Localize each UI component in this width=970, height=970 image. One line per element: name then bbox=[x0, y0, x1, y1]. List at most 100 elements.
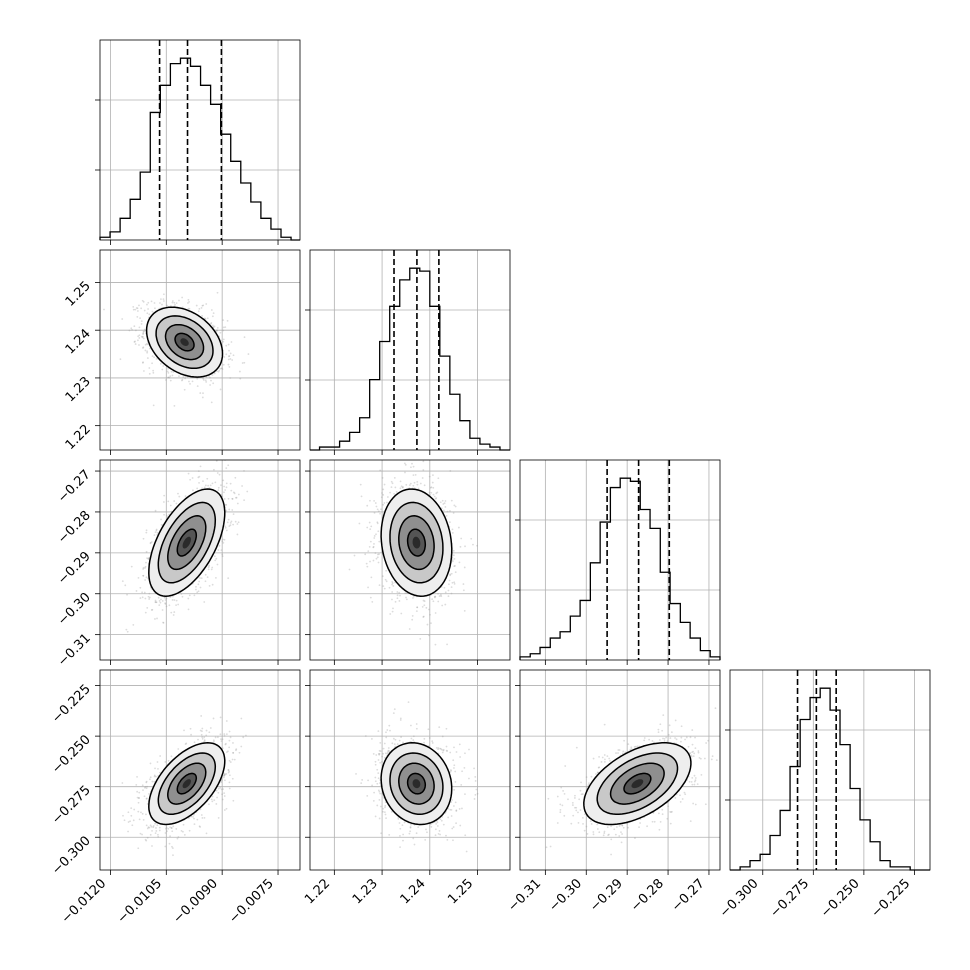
scatter-point bbox=[229, 358, 232, 360]
scatter-point bbox=[433, 495, 436, 498]
scatter-point bbox=[443, 586, 446, 589]
scatter-point bbox=[146, 827, 149, 830]
scatter-point bbox=[127, 830, 129, 833]
scatter-point bbox=[146, 357, 149, 359]
scatter-point bbox=[150, 609, 153, 611]
scatter-point bbox=[208, 803, 210, 806]
scatter-point bbox=[241, 485, 243, 487]
scatter-point bbox=[416, 480, 419, 483]
scatter-point bbox=[380, 508, 382, 511]
scatter-point bbox=[218, 369, 221, 372]
scatter-point bbox=[428, 608, 430, 611]
scatter-point bbox=[205, 381, 208, 383]
scatter-point bbox=[232, 799, 235, 802]
scatter-point bbox=[464, 545, 466, 548]
scatter-point bbox=[433, 595, 436, 598]
scatter-point bbox=[353, 554, 356, 557]
scatter-point bbox=[162, 293, 165, 296]
contour-line bbox=[148, 488, 226, 597]
scatter-point bbox=[138, 344, 140, 346]
scatter-point bbox=[212, 382, 215, 385]
scatter-point bbox=[132, 819, 135, 822]
scatter-point bbox=[417, 487, 420, 490]
scatter-point bbox=[146, 312, 149, 315]
scatter-point bbox=[198, 475, 201, 478]
scatter-point bbox=[134, 340, 136, 343]
scatter-point bbox=[177, 836, 180, 838]
scatter-point bbox=[419, 638, 422, 640]
scatter-point bbox=[367, 586, 369, 589]
scatter-point bbox=[386, 496, 389, 498]
scatter-point bbox=[400, 612, 403, 615]
scatter-point bbox=[148, 347, 151, 350]
scatter-point bbox=[124, 584, 127, 587]
scatter-point bbox=[202, 480, 204, 483]
scatter-point bbox=[375, 505, 378, 508]
scatter-point bbox=[383, 587, 386, 590]
scatter-point bbox=[148, 598, 151, 600]
scatter-point bbox=[444, 603, 447, 606]
scatter-point bbox=[230, 520, 233, 523]
scatter-point bbox=[160, 518, 162, 521]
scatter-point bbox=[131, 328, 133, 331]
scatter-point bbox=[186, 302, 189, 304]
scatter-point bbox=[169, 596, 172, 599]
contour-line bbox=[164, 323, 205, 361]
scatter-point bbox=[227, 497, 230, 500]
scatter-point bbox=[368, 521, 371, 524]
scatter-point bbox=[450, 586, 453, 589]
scatter-point bbox=[143, 328, 146, 331]
scatter-point bbox=[225, 482, 228, 485]
scatter-point bbox=[141, 596, 144, 599]
scatter-point bbox=[426, 623, 429, 626]
scatter-point bbox=[181, 306, 184, 309]
scatter-point bbox=[134, 343, 137, 345]
scatter-point bbox=[148, 556, 151, 559]
scatter-point bbox=[206, 576, 209, 579]
scatter-point bbox=[164, 761, 167, 763]
scatter-point bbox=[153, 534, 156, 537]
scatter-point bbox=[211, 795, 214, 798]
scatter-point bbox=[146, 836, 149, 839]
scatter-point bbox=[216, 370, 218, 373]
scatter-point bbox=[416, 606, 419, 609]
scatter-point bbox=[433, 596, 436, 599]
scatter-point bbox=[453, 582, 456, 585]
scatter-point bbox=[171, 830, 174, 833]
scatter-point bbox=[410, 466, 412, 469]
scatter-point bbox=[399, 594, 401, 597]
scatter-point bbox=[378, 540, 381, 543]
scatter-point bbox=[171, 301, 174, 304]
scatter-point bbox=[377, 510, 380, 513]
scatter-point bbox=[200, 715, 203, 717]
scatter-point bbox=[178, 375, 180, 378]
scatter-point bbox=[217, 817, 220, 819]
scatter-point bbox=[373, 499, 375, 502]
scatter-point bbox=[132, 308, 135, 311]
scatter-point bbox=[167, 368, 169, 370]
scatter-point bbox=[365, 562, 368, 565]
scatter-point bbox=[448, 579, 451, 582]
scatter-point bbox=[167, 376, 170, 379]
scatter-point bbox=[166, 370, 169, 373]
scatter-point bbox=[142, 361, 144, 364]
scatter-point bbox=[217, 787, 220, 790]
x-tick-label: −0.225 bbox=[869, 876, 914, 921]
scatter-point bbox=[151, 310, 154, 313]
scatter-point bbox=[170, 611, 173, 614]
scatter-point bbox=[371, 601, 374, 603]
scatter-point bbox=[243, 499, 246, 502]
scatter-point bbox=[168, 842, 171, 845]
scatter-point bbox=[379, 469, 382, 472]
scatter-point bbox=[140, 323, 143, 325]
scatter-point bbox=[216, 329, 218, 332]
scatter-point bbox=[215, 330, 218, 333]
scatter-point bbox=[158, 829, 161, 832]
scatter-point bbox=[360, 495, 363, 498]
scatter-point bbox=[442, 503, 445, 505]
scatter-point bbox=[159, 302, 161, 304]
scatter-point bbox=[231, 498, 234, 500]
scatter-point bbox=[177, 603, 180, 606]
scatter-point bbox=[165, 605, 168, 608]
density-fill bbox=[182, 536, 191, 549]
